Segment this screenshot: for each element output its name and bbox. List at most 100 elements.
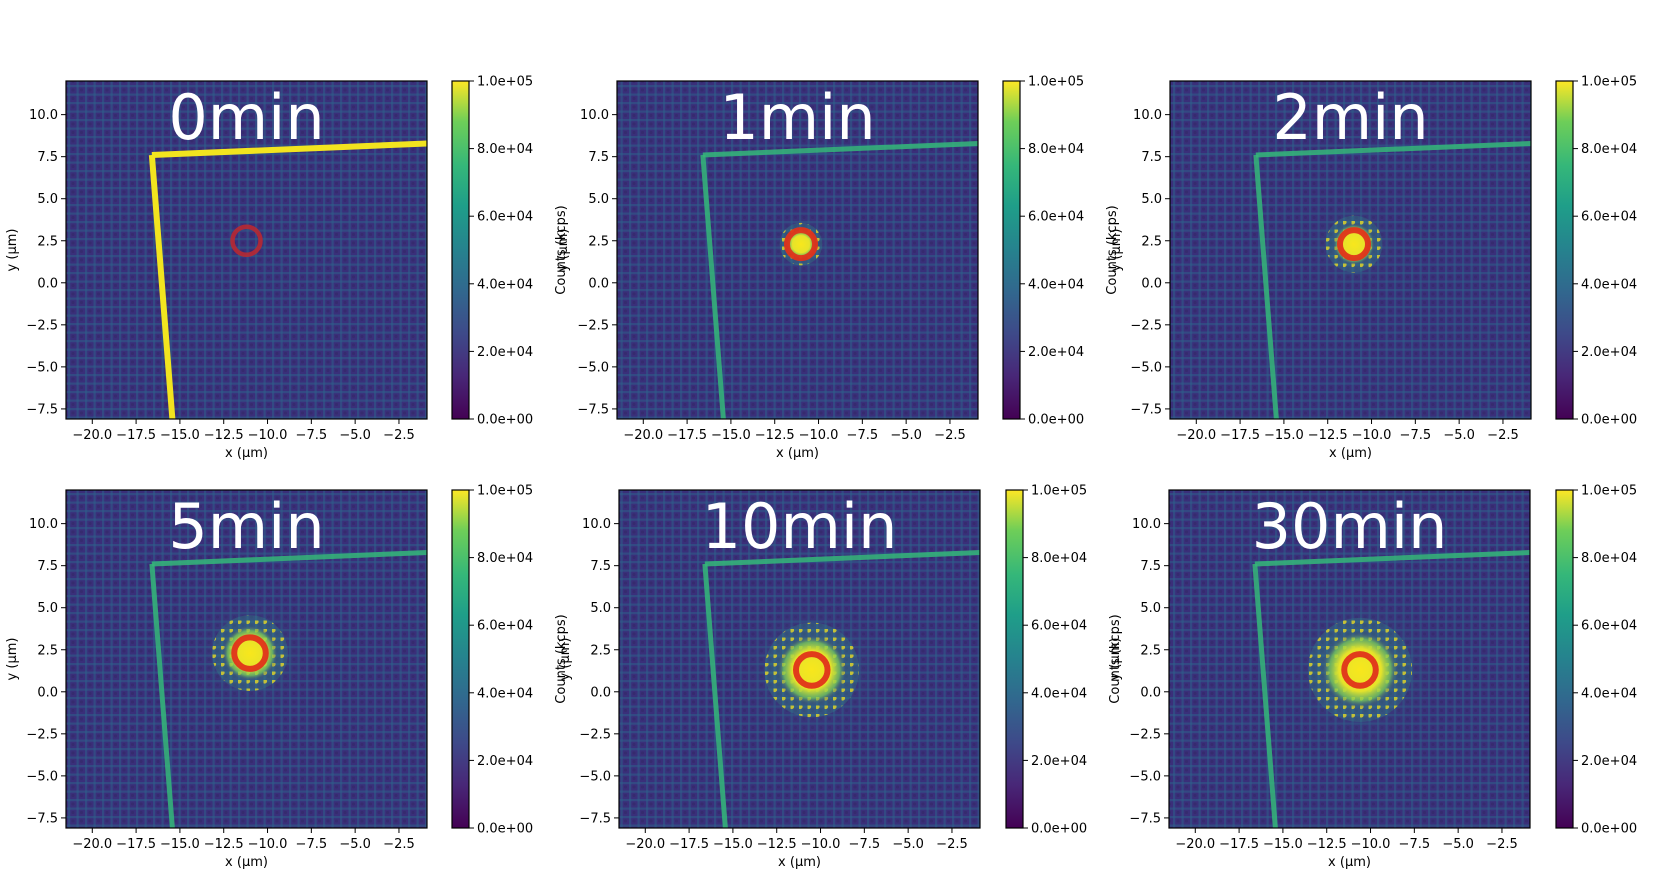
x-tick-label: −2.5 xyxy=(936,837,968,852)
edge-vertical xyxy=(1252,563,1278,828)
x-tick-label: −12.5 xyxy=(1307,837,1347,852)
colorbar-tick-label: 1.0e+05 xyxy=(477,75,533,90)
axes-frame xyxy=(65,489,428,829)
x-tick-label: −17.5 xyxy=(1220,428,1260,443)
x-tick-label: −17.5 xyxy=(667,428,707,443)
x-tick-label: −2.5 xyxy=(1487,428,1519,443)
colorbar-tick-label: 4.0e+04 xyxy=(1581,686,1637,701)
target-marker xyxy=(231,634,269,672)
x-tick-label: −7.5 xyxy=(847,428,879,443)
x-tick-label: −7.5 xyxy=(849,837,881,852)
y-tick-label: 0.0 xyxy=(1140,685,1161,700)
x-tick-label: −15.0 xyxy=(160,837,200,852)
panel-0min: 0min −20.0 −17.5 −15.0 −12.5 −10.0 −7.5 −5.0 −2.… xyxy=(5,75,569,462)
y-axis-label: y (μm) xyxy=(556,229,571,272)
colorbar-tick-label: 4.0e+04 xyxy=(477,686,533,701)
x-tick-label: −12.5 xyxy=(1308,428,1348,443)
y-tick-label: 5.0 xyxy=(588,192,609,207)
x-tick-label: −12.5 xyxy=(204,837,244,852)
y-tick-label: 2.5 xyxy=(590,643,611,658)
y-axis-label: y (μm) xyxy=(1108,638,1123,681)
x-tick-label: −20.0 xyxy=(623,428,663,443)
x-tick-label: −12.5 xyxy=(757,837,797,852)
colorbar-tick-label: 8.0e+04 xyxy=(477,142,533,157)
y-tick-label: −5.0 xyxy=(1130,360,1162,375)
colorbar-tick-label: 6.0e+04 xyxy=(477,210,533,225)
y-tick-label: 10.0 xyxy=(29,108,58,123)
colorbar-label: Counts (kcps) xyxy=(554,205,569,294)
colorbar-label: Counts (kcps) xyxy=(554,614,569,703)
edge-vertical xyxy=(149,563,175,828)
edge-vertical xyxy=(702,563,728,828)
heatmap-image xyxy=(1170,81,1531,419)
y-axis-label: y (μm) xyxy=(5,638,20,681)
x-tick-label: −7.5 xyxy=(1400,428,1432,443)
x-tick-label: −15.0 xyxy=(713,837,753,852)
x-axis-label: x (μm) xyxy=(776,446,819,461)
colorbar-label: Counts (kcps) xyxy=(1105,205,1120,294)
colorbar-tick-label: 1.0e+05 xyxy=(1028,75,1084,90)
y-tick-label: −2.5 xyxy=(1129,727,1161,742)
y-tick-label: 2.5 xyxy=(588,234,609,249)
y-tick-label: 10.0 xyxy=(582,517,611,532)
lattice-background xyxy=(66,81,427,419)
y-tick-label: 10.0 xyxy=(1133,108,1162,123)
x-tick-label: −7.5 xyxy=(296,837,328,852)
y-tick-label: 0.0 xyxy=(1141,276,1162,291)
y-tick-label: −5.0 xyxy=(1129,769,1161,784)
colorbar-tick-label: 0.0e+00 xyxy=(1028,413,1084,428)
y-tick-label: −2.5 xyxy=(26,318,58,333)
colorbar-tick-label: 0.0e+00 xyxy=(1581,822,1637,837)
x-tick-label: −10.0 xyxy=(801,837,841,852)
y-tick-label: −2.5 xyxy=(579,727,611,742)
x-tick-label: −20.0 xyxy=(72,428,112,443)
colorbar-tick-label: 4.0e+04 xyxy=(1581,277,1637,292)
colorbar-tick-label: 8.0e+04 xyxy=(1581,551,1637,566)
colorbar-tick-label: 1.0e+05 xyxy=(477,484,533,499)
colorbar-tick-label: 8.0e+04 xyxy=(1581,142,1637,157)
colorbar-tick-label: 4.0e+04 xyxy=(1028,277,1084,292)
colorbar-frame xyxy=(451,489,470,829)
colorbar-tick-label: 0.0e+00 xyxy=(1581,413,1637,428)
x-tick-label: −17.5 xyxy=(116,837,156,852)
x-tick-label: −17.5 xyxy=(1219,837,1259,852)
y-tick-label: 10.0 xyxy=(580,108,609,123)
panel-title: 5min xyxy=(168,490,324,563)
y-tick-label: −2.5 xyxy=(26,727,58,742)
y-tick-label: 7.5 xyxy=(37,150,58,165)
y-tick-label: 7.5 xyxy=(1140,559,1161,574)
x-tick-label: −10.0 xyxy=(1352,428,1392,443)
edge-horizontal xyxy=(151,550,427,567)
edge-vertical xyxy=(700,154,726,419)
heatmap-image xyxy=(66,81,427,419)
panel-1min: 1min −20.0 −17.5 −15.0 −12.5 −10.0 −7.5 −5.0 −2.… xyxy=(556,75,1120,462)
x-tick-label: −15.0 xyxy=(160,428,200,443)
x-tick-label: −2.5 xyxy=(934,428,966,443)
x-tick-label: −7.5 xyxy=(1399,837,1431,852)
x-tick-label: −2.5 xyxy=(383,428,415,443)
colorbar xyxy=(1006,490,1023,828)
colorbar-tick-label: 1.0e+05 xyxy=(1031,484,1087,499)
colorbar-label: Counts (kcps) xyxy=(1108,614,1123,703)
heatmap-image xyxy=(619,490,980,828)
panel-30min: 30min −20.0 −17.5 −15.0 −12.5 −10.0 −7.5 −5.0 −2… xyxy=(1108,484,1659,871)
y-tick-label: 0.0 xyxy=(37,276,58,291)
y-tick-label: 5.0 xyxy=(37,601,58,616)
x-tick-label: −15.0 xyxy=(1263,837,1303,852)
colorbar-tick-label: 4.0e+04 xyxy=(477,277,533,292)
panel-title: 2min xyxy=(1272,81,1428,154)
x-tick-label: −10.0 xyxy=(799,428,839,443)
y-axis-label: y (μm) xyxy=(1109,229,1124,272)
panel-title: 10min xyxy=(702,490,898,563)
x-tick-label: −7.5 xyxy=(296,428,328,443)
colorbar-tick-label: 2.0e+04 xyxy=(1581,754,1637,769)
x-tick-label: −15.0 xyxy=(711,428,751,443)
colorbar-tick-label: 4.0e+04 xyxy=(1031,686,1087,701)
colorbar-tick-label: 6.0e+04 xyxy=(477,619,533,634)
y-tick-label: 0.0 xyxy=(590,685,611,700)
colorbar-tick-label: 2.0e+04 xyxy=(1031,754,1087,769)
y-tick-label: −7.5 xyxy=(1129,811,1161,826)
y-tick-label: 5.0 xyxy=(37,192,58,207)
edge-horizontal xyxy=(704,550,980,567)
